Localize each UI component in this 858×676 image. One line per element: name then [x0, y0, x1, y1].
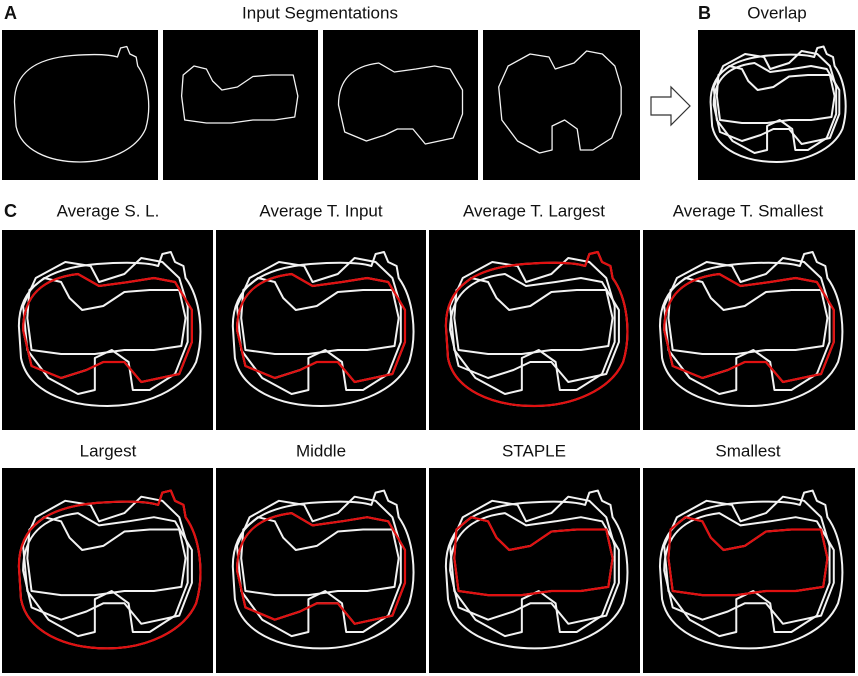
image-background	[216, 230, 426, 430]
contour	[339, 63, 463, 144]
image-background	[429, 468, 640, 673]
segmentation-image	[698, 30, 855, 180]
panel-title: Average T. Smallest	[673, 201, 824, 220]
segmentation-image	[643, 468, 855, 673]
contour	[714, 63, 840, 144]
image-background	[216, 468, 426, 673]
segmentation-image	[643, 230, 855, 430]
contour	[664, 497, 829, 636]
segmentation-image	[2, 230, 213, 430]
contour	[237, 497, 401, 636]
contour	[241, 278, 399, 354]
consensus-contour	[668, 517, 827, 595]
consensus-contour	[237, 513, 405, 624]
contour	[23, 497, 188, 636]
image-background	[643, 230, 855, 430]
contour	[660, 491, 842, 649]
contour	[450, 497, 615, 636]
consensus-contour	[664, 274, 834, 382]
contour	[23, 513, 192, 624]
consensus-contour	[454, 517, 612, 595]
contour	[182, 66, 298, 123]
image-background	[643, 468, 855, 673]
image-background	[323, 30, 478, 180]
contour	[233, 252, 414, 406]
consensus-contour	[446, 252, 628, 406]
contour	[27, 278, 185, 354]
panel-label: A	[4, 3, 17, 23]
contour	[660, 252, 842, 406]
segmentation-image	[216, 230, 426, 430]
panel-label: C	[4, 201, 17, 221]
image-background	[2, 30, 158, 180]
panel-title: Average T. Input	[259, 201, 382, 220]
segmentation-image	[429, 230, 640, 430]
image-background	[2, 468, 213, 673]
consensus-contour	[237, 274, 405, 382]
contour	[499, 51, 621, 153]
segmentation-image	[2, 468, 213, 673]
panel-title: Smallest	[715, 441, 780, 460]
contour	[14, 47, 148, 163]
contour	[237, 258, 401, 394]
panel-label: B	[698, 3, 711, 23]
contour	[454, 278, 612, 354]
panel-title: Overlap	[747, 3, 807, 22]
image-background	[483, 30, 640, 180]
contour	[668, 278, 827, 354]
segmentation-image	[216, 468, 426, 673]
image-background	[2, 230, 213, 430]
segmentation-image	[429, 468, 640, 673]
contour	[664, 258, 829, 394]
consensus-contour	[19, 491, 201, 649]
panel-title: Input Segmentations	[242, 3, 398, 22]
contour	[23, 258, 188, 394]
contour	[664, 513, 834, 624]
contour	[450, 513, 619, 624]
image-background	[698, 30, 855, 180]
contour	[714, 51, 836, 153]
panel-title: STAPLE	[502, 441, 566, 460]
panel-title: Average T. Largest	[463, 201, 605, 220]
image-background	[429, 230, 640, 430]
segmentation-image	[163, 30, 318, 180]
contour	[233, 491, 414, 649]
contour	[27, 517, 185, 595]
contour	[446, 491, 628, 649]
panel-title: Largest	[80, 441, 137, 460]
panel-title: Average S. L.	[57, 201, 160, 220]
segmentation-image	[2, 30, 158, 180]
contour	[450, 274, 619, 382]
image-background	[163, 30, 318, 180]
arrow	[650, 85, 691, 127]
panel-title: Middle	[296, 441, 346, 460]
consensus-contour	[23, 274, 192, 382]
segmentation-image	[323, 30, 478, 180]
contour	[717, 66, 835, 123]
contour	[241, 517, 399, 595]
contour	[450, 258, 615, 394]
segmentation-image	[483, 30, 640, 180]
contour	[19, 252, 201, 406]
